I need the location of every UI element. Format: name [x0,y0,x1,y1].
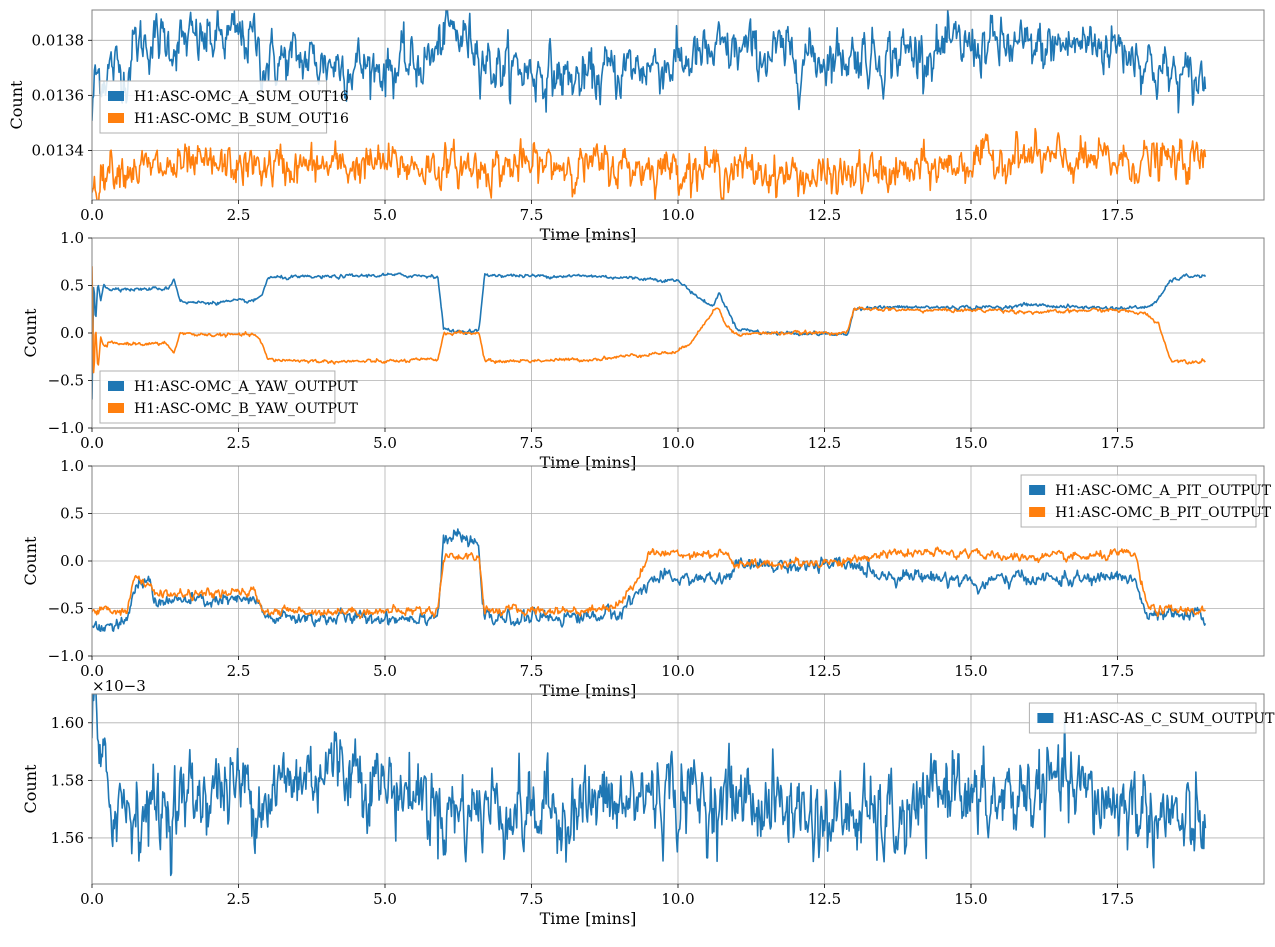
y-tick-label: 0.0 [60,552,84,570]
chart-panel-4: 0.0 2.5 5.0 7.5 10.0 12.5 15.0 17.5 1.56 1.58 1.60… [21,677,1265,928]
series-line-1 [92,528,1207,632]
legend-box [1028,702,1257,734]
legend-swatch [108,113,124,123]
x-tick-label: 12.5 [808,890,841,908]
legend: H1:ASC-OMC_A_SUM_OUT16 H1:ASC-OMC_B_SUM_O… [99,80,349,134]
x-tick-label: 15.0 [954,206,987,224]
y-tick-label: 0.5 [60,277,84,295]
series-line-2 [92,127,1207,200]
x-tick-label: 15.0 [954,434,987,452]
legend-box [99,370,336,424]
legend: H1:ASC-OMC_A_YAW_OUTPUT H1:ASC-OMC_B_YAW_… [99,370,358,424]
legend-entry: H1:ASC-OMC_B_PIT_OUTPUT [1055,505,1272,521]
x-axis-label: Time [mins] [540,909,637,928]
x-tick-label: 17.5 [1101,662,1134,680]
y-tick-label: −0.5 [48,372,84,390]
x-tick-label: 5.0 [373,434,397,452]
legend: H1:ASC-AS_C_SUM_OUTPUT [1028,702,1275,734]
legend-entry: H1:ASC-OMC_A_YAW_OUTPUT [134,379,358,395]
x-tick-label: 7.5 [520,662,544,680]
x-tick-label: 0.0 [80,206,104,224]
x-tick-label: 0.0 [80,890,104,908]
x-tick-label: 12.5 [808,662,841,680]
series-line-1 [92,694,1207,877]
series-line-1 [92,272,1207,400]
series-line-2 [92,546,1207,620]
x-tick-label: 0.0 [80,662,104,680]
x-tick-label: 5.0 [373,662,397,680]
y-offset-label: ×10−3 [92,677,146,695]
x-tick-label: 17.5 [1101,434,1134,452]
x-tick-label: 5.0 [373,890,397,908]
x-tick-label: 17.5 [1101,206,1134,224]
y-tick-label: 1.58 [51,771,84,789]
x-tick-label: 10.0 [661,662,694,680]
x-tick-label: 12.5 [808,206,841,224]
legend-swatch [108,91,124,101]
legend-entry: H1:ASC-AS_C_SUM_OUTPUT [1063,711,1275,727]
legend-box [1020,474,1257,528]
legend-swatch [1029,507,1046,517]
series-line-2 [92,266,1206,374]
legend-swatch [1037,713,1054,723]
y-tick-label: −1.0 [48,647,84,665]
y-tick-label: 0.5 [60,505,84,523]
x-tick-label: 7.5 [520,206,544,224]
legend-swatch [108,403,124,413]
y-tick-label: 1.56 [51,829,84,847]
x-tick-label: 2.5 [227,890,251,908]
series-line-1 [92,10,1207,121]
y-tick-label: 1.60 [51,714,84,732]
x-tick-label: 5.0 [373,206,397,224]
y-tick-label: 1.0 [60,229,84,247]
chart-panel-1: 0.0 2.5 5.0 7.5 10.0 12.5 15.0 17.5 0.0134 0.0136… [7,9,1265,244]
x-tick-label: 2.5 [227,434,251,452]
legend-entry: H1:ASC-OMC_B_YAW_OUTPUT [134,401,358,417]
legend-entry: H1:ASC-OMC_B_SUM_OUT16 [134,111,349,127]
x-tick-label: 15.0 [954,662,987,680]
x-axis-label: Time [mins] [540,681,637,700]
y-tick-label: 0.0134 [32,141,85,159]
x-tick-label: 17.5 [1101,890,1134,908]
y-tick-label: 0.0138 [32,31,85,49]
legend-swatch [108,381,124,391]
legend-entry: H1:ASC-OMC_A_PIT_OUTPUT [1055,483,1271,499]
x-axis-label: Time [mins] [540,453,637,472]
y-tick-label: −1.0 [48,419,84,437]
x-tick-label: 10.0 [661,206,694,224]
chart-panel-3: 0.0 2.5 5.0 7.5 10.0 12.5 15.0 17.5 −1.0 −0.5 0.0 0… [21,457,1265,700]
x-tick-label: 15.0 [954,890,987,908]
x-tick-label: 2.5 [227,662,251,680]
x-tick-label: 10.0 [661,434,694,452]
y-tick-label: −0.5 [48,600,84,618]
legend: H1:ASC-OMC_A_PIT_OUTPUT H1:ASC-OMC_B_PIT_… [1020,474,1272,528]
x-tick-label: 0.0 [80,434,104,452]
chart-panel-2: 0.0 2.5 5.0 7.5 10.0 12.5 15.0 17.5 −1.0 −0.5 0.0 0… [21,229,1265,472]
x-tick-label: 7.5 [520,434,544,452]
y-axis-label: Count [7,80,26,129]
x-tick-label: 7.5 [520,890,544,908]
x-tick-label: 12.5 [808,434,841,452]
x-axis-label: Time [mins] [540,225,637,244]
x-tick-label: 2.5 [227,206,251,224]
y-tick-label: 0.0136 [32,86,85,104]
y-axis-label: Count [21,308,40,357]
y-tick-label: 0.0 [60,324,84,342]
x-tick-label: 10.0 [661,890,694,908]
legend-swatch [1029,485,1046,495]
legend-entry: H1:ASC-OMC_A_SUM_OUT16 [134,89,349,105]
legend-box [99,80,328,134]
y-axis-label: Count [21,764,40,813]
y-axis-label: Count [21,536,40,585]
y-tick-label: 1.0 [60,457,84,475]
